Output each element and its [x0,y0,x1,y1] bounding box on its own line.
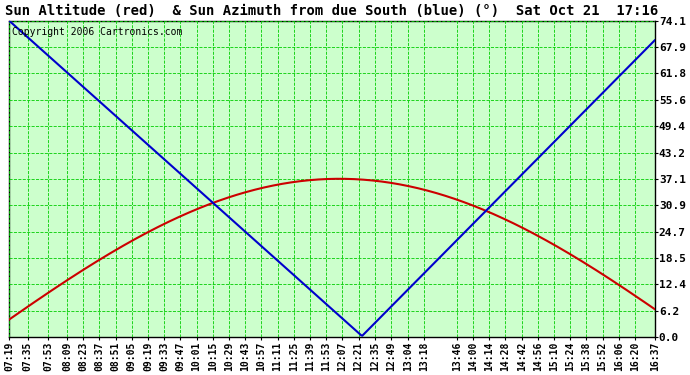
Title: Sun Altitude (red)  & Sun Azimuth from due South (blue) (°)  Sat Oct 21  17:16: Sun Altitude (red) & Sun Azimuth from du… [6,4,658,18]
Text: Copyright 2006 Cartronics.com: Copyright 2006 Cartronics.com [12,27,183,37]
